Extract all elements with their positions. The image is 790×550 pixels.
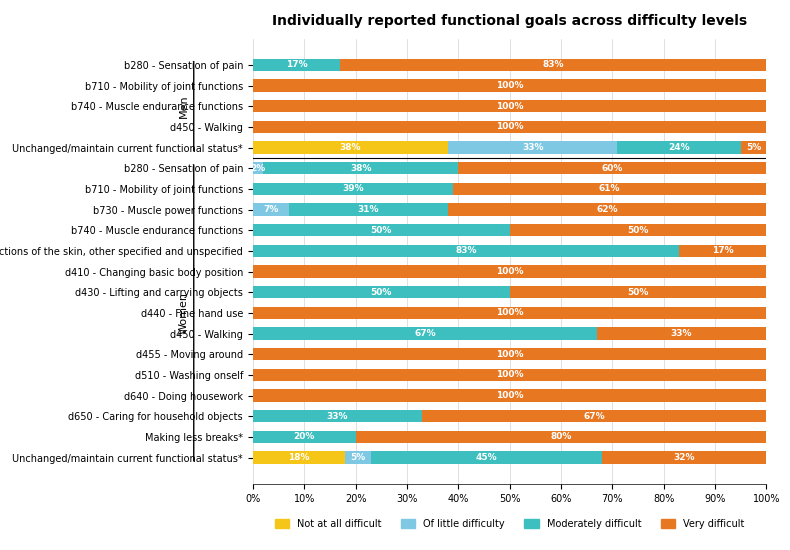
Text: 20%: 20% [293,432,315,442]
Bar [253,431,356,443]
Text: 5%: 5% [746,143,761,152]
Text: 39%: 39% [342,184,363,194]
Bar [448,141,618,154]
Bar [448,204,766,216]
Text: 24%: 24% [668,143,690,152]
Text: 100%: 100% [496,123,523,131]
Text: 67%: 67% [584,412,605,421]
Bar [253,389,766,402]
Bar [602,452,766,464]
Text: 100%: 100% [496,391,523,400]
Text: 38%: 38% [340,143,361,152]
Bar [345,452,371,464]
Text: 100%: 100% [496,350,523,359]
Text: Women: Women [179,292,189,334]
Bar [741,141,766,154]
Text: 18%: 18% [288,453,310,462]
Bar [253,245,679,257]
Text: 50%: 50% [627,226,649,235]
Bar [510,286,766,299]
Text: 45%: 45% [476,453,497,462]
Bar [422,410,766,422]
Bar [289,204,448,216]
Text: 100%: 100% [496,267,523,276]
Text: 50%: 50% [627,288,649,297]
Text: 67%: 67% [414,329,435,338]
Text: 17%: 17% [286,60,307,69]
Text: 100%: 100% [496,102,523,111]
Bar [356,431,766,443]
Bar [253,452,345,464]
Bar [253,266,766,278]
Bar [253,286,510,299]
Bar [253,224,510,236]
Bar [253,121,766,133]
Bar [597,327,766,340]
Bar [253,141,448,154]
Text: 61%: 61% [599,184,620,194]
Bar [453,183,766,195]
Bar [253,100,766,112]
Bar [618,141,741,154]
Bar [253,327,597,340]
Text: 100%: 100% [496,370,523,380]
Title: Individually reported functional goals across difficulty levels: Individually reported functional goals a… [272,14,747,28]
Bar [510,224,766,236]
Text: 50%: 50% [371,288,392,297]
Bar [458,162,766,174]
Text: 33%: 33% [327,412,348,421]
Bar [340,59,766,71]
Bar [253,368,766,381]
Text: 100%: 100% [496,309,523,317]
Text: 62%: 62% [596,205,618,214]
Text: Men: Men [179,95,189,118]
Text: 7%: 7% [263,205,278,214]
Text: 31%: 31% [358,205,379,214]
Text: 60%: 60% [601,164,623,173]
Bar [371,452,602,464]
Bar [253,162,263,174]
Legend: Not at all difficult, Of little difficulty, Moderately difficult, Very difficult: Not at all difficult, Of little difficul… [271,515,748,532]
Text: 2%: 2% [250,164,265,173]
Text: 80%: 80% [550,432,572,442]
Bar [253,204,289,216]
Bar [263,162,458,174]
Text: 50%: 50% [371,226,392,235]
Text: 33%: 33% [522,143,544,152]
Bar [679,245,766,257]
Text: 38%: 38% [350,164,371,173]
Bar [253,307,766,319]
Bar [253,348,766,360]
Bar [253,59,340,71]
Text: 83%: 83% [455,246,476,255]
Bar [253,183,453,195]
Text: 83%: 83% [543,60,564,69]
Text: 17%: 17% [712,246,733,255]
Bar [253,410,422,422]
Text: 32%: 32% [673,453,695,462]
Text: 100%: 100% [496,81,523,90]
Bar [253,79,766,92]
Text: 5%: 5% [351,453,366,462]
Text: 33%: 33% [671,329,692,338]
